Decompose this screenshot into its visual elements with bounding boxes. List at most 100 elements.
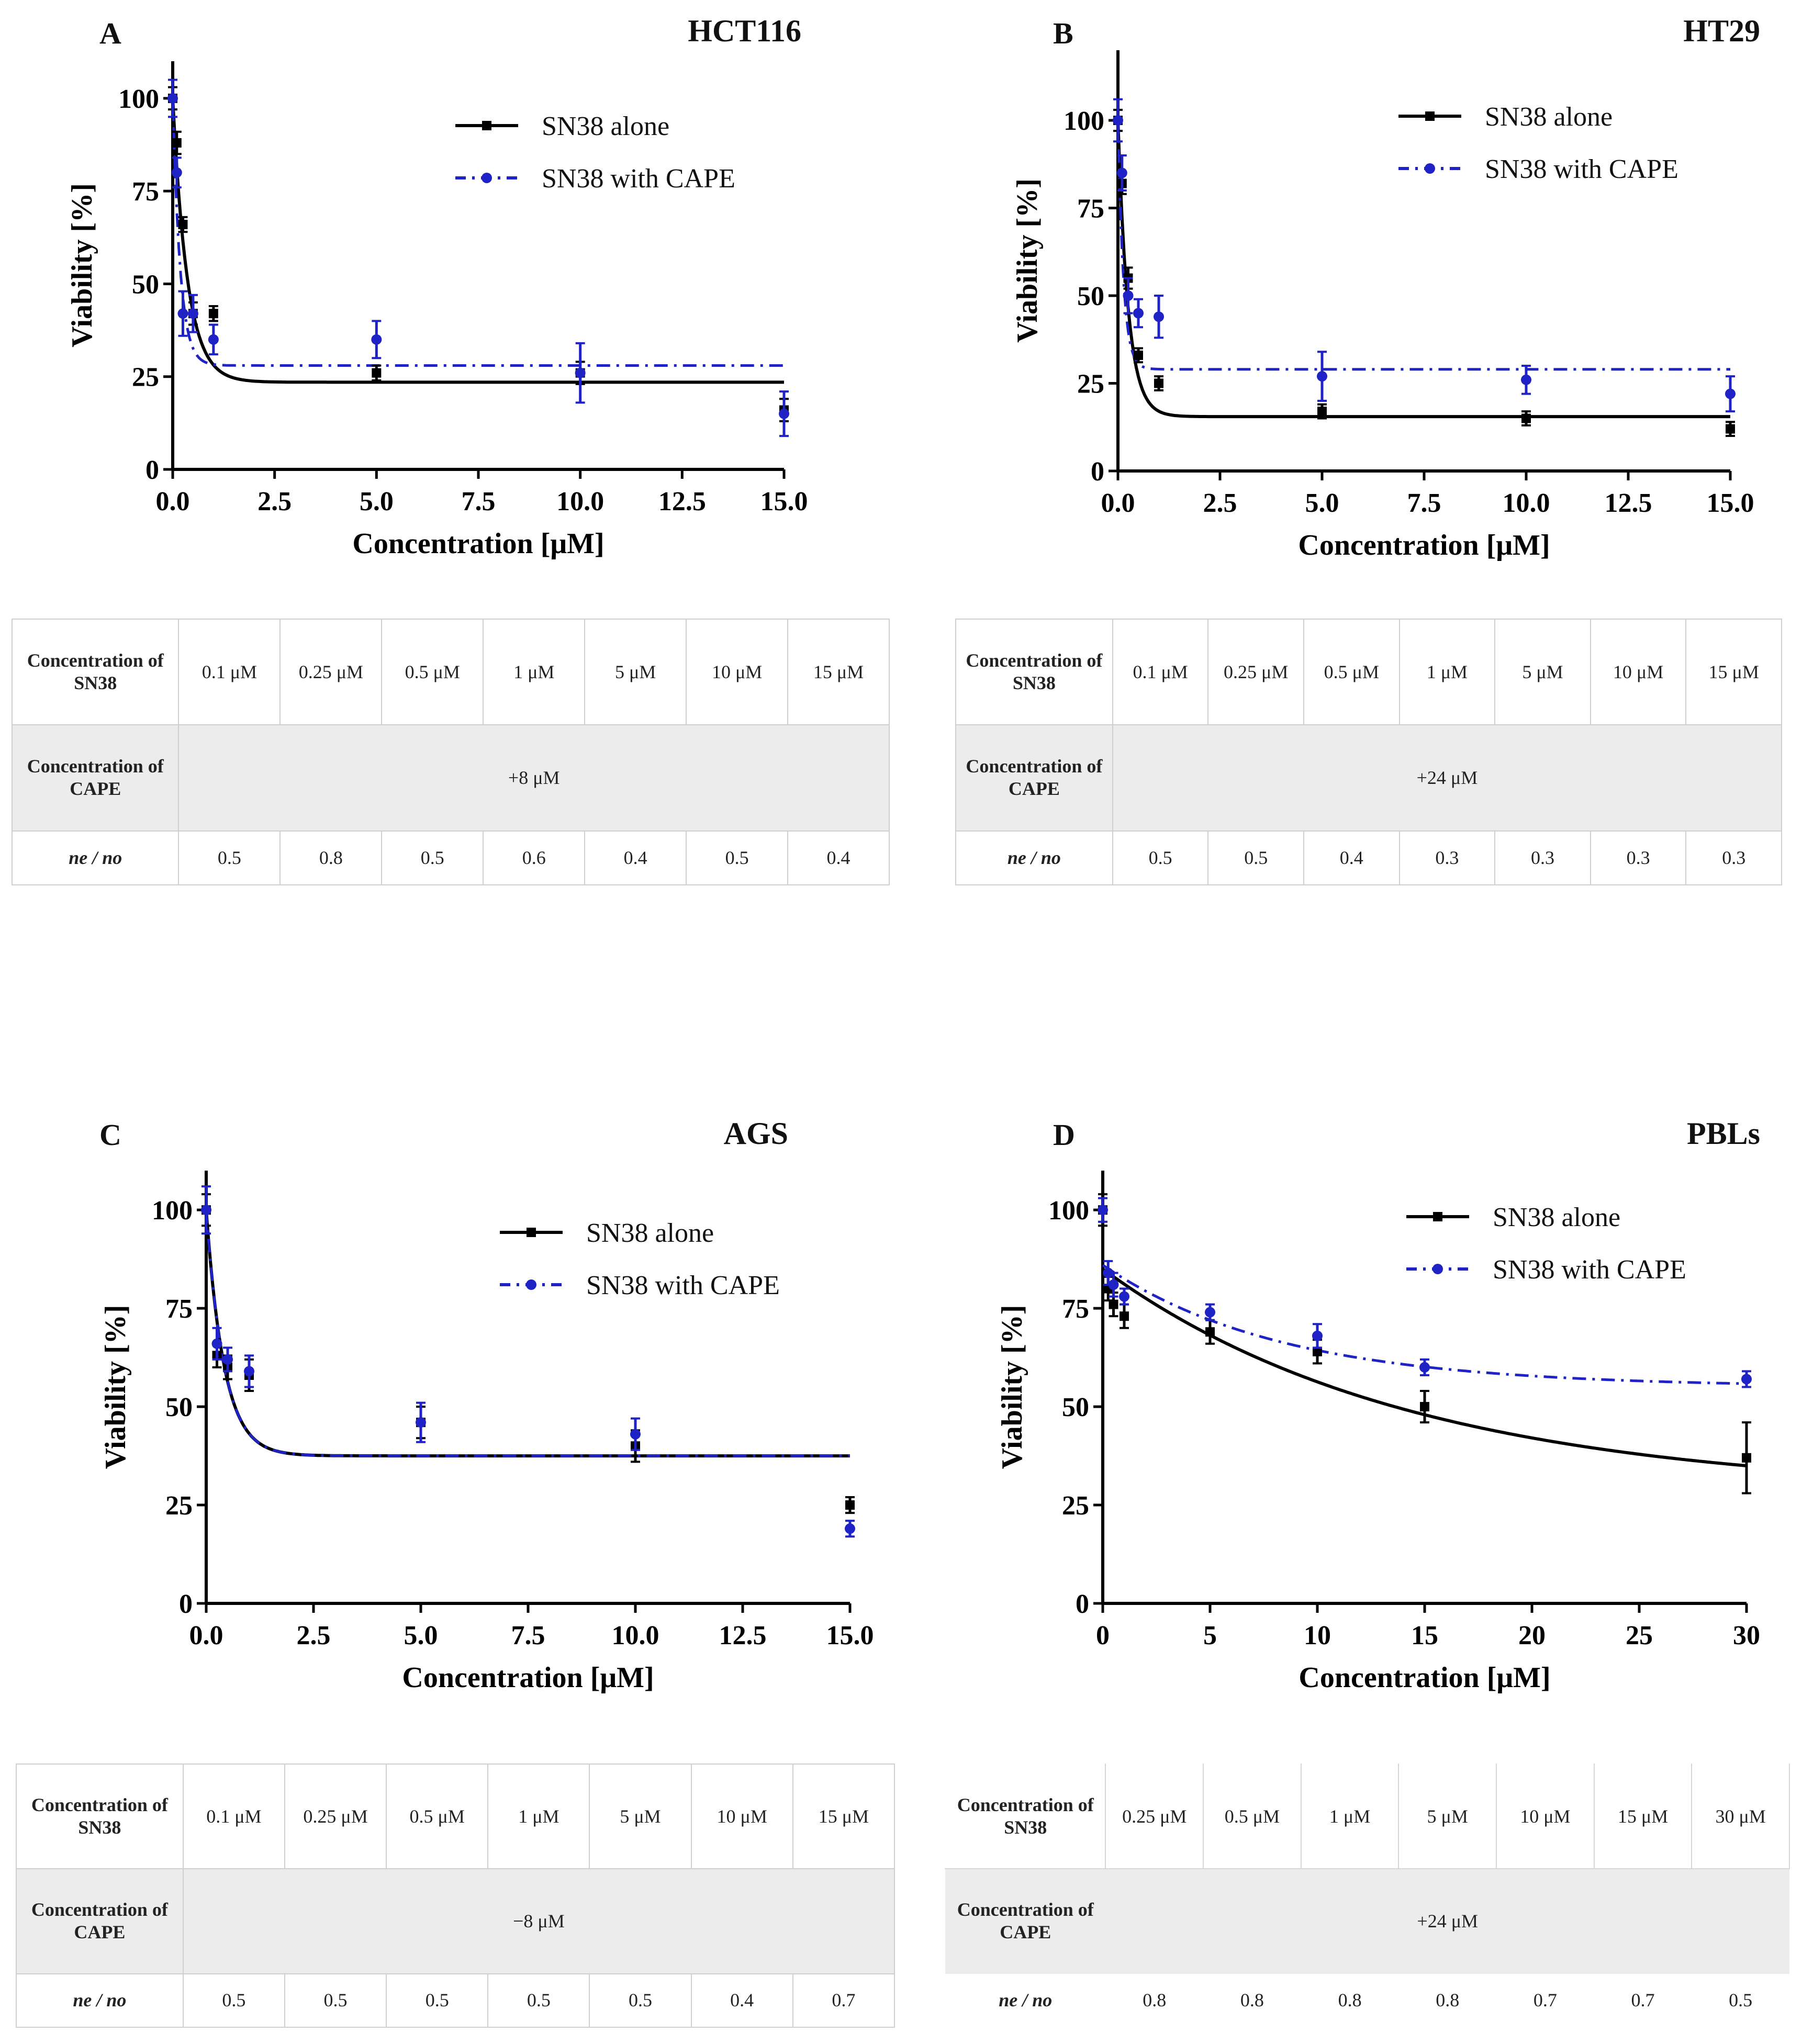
- circle-marker: [1312, 1330, 1323, 1341]
- y-tick-label: 100: [1064, 106, 1104, 136]
- square-marker: [172, 138, 182, 148]
- square-marker: [1726, 424, 1735, 434]
- data-point-sn38-cape: [1312, 1323, 1323, 1349]
- circle-marker: [371, 334, 382, 345]
- circle-marker: [1154, 311, 1164, 322]
- data-point-sn38-cape: [1154, 295, 1164, 339]
- legend-label: SN38 with CAPE: [542, 164, 735, 194]
- legend-marker: [1432, 1264, 1443, 1274]
- cape-concentration-cell: +24 μM: [1112, 724, 1783, 832]
- row-header-cape: Concentration of CAPE: [945, 1869, 1106, 1974]
- y-tick-label: 75: [165, 1294, 193, 1324]
- ratio-cell: 0.7: [1533, 1990, 1557, 2011]
- x-tick-label: 10.0: [612, 1621, 659, 1650]
- ratio-cell: 0.3: [1398, 830, 1496, 886]
- ratio-cell: 0.8: [1338, 1990, 1362, 2011]
- data-point-sn38-cape: [416, 1401, 426, 1443]
- sn38-concentration-cell: 0.25 μM: [279, 618, 383, 726]
- sn38-concentration-cell: 1 μM: [1398, 618, 1496, 726]
- circle-marker: [211, 1338, 222, 1349]
- panel-c: C AGS 0.0 2.5 5.0 7.5 10.0 12.5 15.0 0 25 50 75 100…: [0, 1109, 901, 2044]
- circle-marker: [1317, 371, 1327, 382]
- ratio-cell: 0.6: [483, 830, 586, 886]
- circle-marker: [1419, 1362, 1430, 1373]
- ratio-cell: 0.3: [1494, 830, 1591, 886]
- circle-marker: [630, 1429, 641, 1440]
- data-point-sn38-cape: [171, 156, 182, 189]
- sn38-concentration-cell: 0.25 μM: [1207, 618, 1304, 726]
- legend-marker: [1433, 1212, 1442, 1221]
- x-tick-label: 2.5: [1203, 488, 1237, 518]
- sn38-concentration-cell: 0.5 μM: [1303, 618, 1400, 726]
- y-tick-label: 0: [1076, 1589, 1089, 1619]
- circle-marker: [187, 308, 198, 319]
- legend-label: SN38 alone: [542, 111, 669, 141]
- ratio-cell: 0.4: [690, 1973, 793, 2028]
- row-header-sn38: Concentration of SN38: [16, 1763, 184, 1870]
- square-marker: [1521, 413, 1531, 423]
- square-marker: [1109, 1299, 1118, 1309]
- data-point-sn38-alone: [1120, 1303, 1129, 1329]
- square-marker: [1742, 1453, 1751, 1463]
- y-axis-label: Viability [%]: [66, 183, 98, 347]
- data-point-sn38-cape: [1113, 98, 1123, 143]
- circle-marker: [201, 1205, 211, 1216]
- data-point-sn38-cape: [167, 78, 178, 118]
- row-header-cape: Concentration of CAPE: [955, 724, 1113, 832]
- square-marker: [1205, 1327, 1215, 1337]
- data-point-sn38-cape: [845, 1520, 855, 1538]
- chart-a: 0.0 2.5 5.0 7.5 10.0 12.5 15.0 0 25 50 75 100 Concen…: [66, 61, 808, 560]
- y-axis-label: Viability [%]: [99, 1305, 132, 1469]
- ratio-cell: 0.5: [686, 830, 789, 886]
- x-axis-label: Concentration [μM]: [1299, 1661, 1550, 1694]
- row-header-sn38: Concentration of SN38: [11, 618, 180, 726]
- data-point-sn38-cape: [630, 1417, 641, 1451]
- cell-line-title: HT29: [1683, 14, 1760, 48]
- circle-marker: [1205, 1307, 1215, 1318]
- fit-curve-sn38-cape: [1116, 120, 1730, 371]
- sn38-concentration-cell: 10 μM: [686, 618, 789, 726]
- cell-line-title: HCT116: [688, 14, 801, 48]
- data-point-sn38-cape: [1741, 1370, 1752, 1388]
- x-tick-label: 7.5: [462, 487, 496, 516]
- data-point-sn38-cape: [1098, 1197, 1108, 1223]
- legend-marker: [1425, 111, 1435, 121]
- ratio-cell: 0.4: [1303, 830, 1400, 886]
- sn38-concentration-cell: 15 μM: [1594, 1764, 1693, 1870]
- sn38-concentration-cell: 0.5 μM: [381, 618, 484, 726]
- y-tick-label: 0: [1091, 457, 1104, 487]
- y-tick-label: 25: [1077, 369, 1104, 399]
- sn38-concentration-cell: 0.1 μM: [178, 618, 281, 726]
- legend-marker: [527, 1228, 536, 1237]
- y-tick-label: 50: [1062, 1392, 1089, 1422]
- row-header-ratio: ne / no: [999, 1990, 1053, 2011]
- x-tick-label: 7.5: [511, 1621, 545, 1650]
- x-tick-label: 2.5: [297, 1621, 331, 1650]
- cape-concentration-cell: +24 μM: [1105, 1869, 1789, 1974]
- legend-label: SN38 with CAPE: [1493, 1255, 1686, 1285]
- x-tick-label: 0.0: [189, 1621, 223, 1650]
- circle-marker: [1113, 115, 1123, 126]
- sn38-concentration-cell: 1 μM: [1301, 1764, 1400, 1870]
- row-header-sn38: Concentration of SN38: [955, 618, 1113, 726]
- fit-curve-sn38-alone: [205, 1209, 850, 1458]
- ratio-cell: 0.5: [487, 1973, 590, 2028]
- x-tick-label: 15.0: [826, 1621, 874, 1650]
- square-marker: [1134, 350, 1143, 360]
- sn38-concentration-cell: 1 μM: [483, 618, 586, 726]
- cape-concentration-cell: +8 μM: [178, 724, 890, 832]
- sn38-concentration-cell: 5 μM: [1398, 1764, 1497, 1870]
- circle-marker: [1133, 308, 1144, 319]
- row-header-cape: Concentration of CAPE: [11, 724, 180, 832]
- sn38-concentration-cell: 5 μM: [1494, 618, 1591, 726]
- sn38-concentration-cell: 0.1 μM: [182, 1763, 285, 1870]
- ratio-cell: 0.4: [787, 830, 890, 886]
- y-tick-label: 50: [165, 1392, 193, 1422]
- square-marker: [1154, 378, 1163, 388]
- fit-curve-sn38-alone: [1116, 120, 1730, 419]
- sn38-concentration-cell: 15 μM: [792, 1763, 896, 1870]
- circle-marker: [1741, 1374, 1752, 1385]
- y-tick-label: 50: [1077, 282, 1104, 311]
- ratio-cell: 0.8: [1436, 1990, 1460, 2011]
- circle-marker: [1116, 167, 1127, 178]
